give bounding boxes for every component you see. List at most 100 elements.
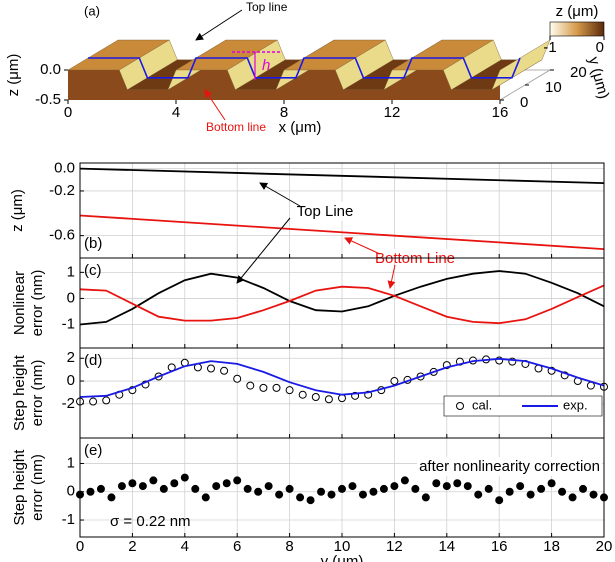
data-point — [208, 365, 215, 372]
colorbar-tick-label: -1 — [543, 39, 556, 56]
data-point — [339, 485, 346, 492]
data-point — [349, 483, 356, 490]
data-point — [108, 494, 115, 501]
colorbar-label: z (μm) — [556, 3, 599, 20]
x-tick-label: 4 — [181, 538, 189, 555]
x-tick-label: 8 — [285, 538, 293, 555]
y-axis-label: Nonlinear — [11, 271, 28, 335]
data-point — [223, 480, 230, 487]
x-tick-label: 16 — [492, 104, 509, 121]
z-tick-label: -0.5 — [35, 91, 61, 108]
colorbar — [550, 22, 604, 36]
y-tick-label: 10 — [545, 79, 562, 96]
data-point — [328, 491, 335, 498]
data-point — [129, 480, 136, 487]
data-point — [401, 477, 408, 484]
x-tick-label: 14 — [438, 538, 455, 555]
colorbar-tick-label: 0 — [596, 39, 604, 56]
z-tick-label: 0.0 — [40, 61, 61, 78]
data-point — [391, 483, 398, 490]
arrow — [260, 183, 300, 206]
y-tick-label: -2 — [62, 395, 75, 412]
y-tick-label: 0 — [67, 289, 75, 306]
y-tick-label: -0.2 — [49, 182, 75, 199]
legend-marker — [457, 403, 464, 410]
y-tick-label: 0 — [520, 94, 528, 111]
data-point — [475, 491, 482, 498]
x-axis-label: x (μm) — [279, 119, 322, 136]
data-point — [234, 477, 241, 484]
data-point — [260, 384, 267, 391]
x-tick-label: 0 — [76, 538, 84, 555]
data-point — [443, 483, 450, 490]
data-point — [255, 488, 262, 495]
data-point — [412, 485, 419, 492]
data-point — [380, 485, 387, 492]
data-point — [559, 488, 566, 495]
y-axis-label: y (μm) — [585, 55, 612, 101]
x-tick-label: 0 — [64, 104, 72, 121]
x-tick-label: 18 — [543, 538, 560, 555]
y-axis-label: error (nm) — [29, 360, 46, 427]
arrow — [196, 10, 242, 40]
legend-label: cal. — [472, 397, 492, 412]
data-point — [359, 491, 366, 498]
y-tick-label: 0 — [67, 483, 75, 500]
x-axis-label: y (μm) — [321, 553, 364, 562]
data-point — [590, 491, 597, 498]
x-tick-label: 6 — [233, 538, 241, 555]
data-point — [339, 395, 346, 402]
panel-label: (c) — [84, 262, 102, 279]
y-tick-label: -1 — [62, 511, 75, 528]
y-tick-label: 0 — [67, 372, 75, 389]
data-point — [87, 488, 94, 495]
data-point — [160, 485, 167, 492]
data-point — [150, 477, 157, 484]
data-point — [234, 375, 241, 382]
annotation: after nonlinearity correction — [419, 458, 600, 475]
data-point — [312, 393, 319, 400]
data-point — [538, 485, 545, 492]
data-point — [580, 485, 587, 492]
data-point — [265, 483, 272, 490]
y-axis-label: error (nm) — [29, 454, 46, 521]
data-point — [433, 480, 440, 487]
panel-label: (d) — [84, 352, 102, 369]
data-point — [391, 378, 398, 385]
annotation: Bottom line — [206, 120, 266, 134]
data-point — [506, 488, 513, 495]
data-point — [527, 491, 534, 498]
data-point — [171, 480, 178, 487]
data-point — [370, 488, 377, 495]
x-tick-label: 12 — [384, 104, 401, 121]
z-axis-label: z (μm) — [5, 54, 22, 97]
data-point — [273, 384, 280, 391]
data-point — [299, 391, 306, 398]
y-tick-label: -0.6 — [49, 227, 75, 244]
data-point — [569, 494, 576, 501]
annotation: σ = 0.22 nm — [110, 513, 191, 530]
data-point — [286, 387, 293, 394]
data-point — [454, 480, 461, 487]
panel-label: (b) — [84, 235, 102, 252]
x-tick-label: 12 — [386, 538, 403, 555]
figure: 0481216x (μm)0.0-0.5z (μm)01020y (μm)(a)… — [0, 0, 615, 562]
data-point — [318, 488, 325, 495]
x-tick-label: 16 — [491, 538, 508, 555]
x-tick-label: 2 — [128, 538, 136, 555]
data-point — [97, 485, 104, 492]
data-point — [118, 483, 125, 490]
data-point — [464, 483, 471, 490]
y-tick-label: -1 — [62, 315, 75, 332]
data-point — [103, 397, 110, 404]
data-point — [496, 497, 503, 504]
data-point — [286, 485, 293, 492]
data-point — [90, 398, 97, 405]
data-point — [307, 497, 314, 504]
y-tick-label: 20 — [570, 64, 587, 81]
x-tick-label: 4 — [172, 104, 180, 121]
data-point — [276, 491, 283, 498]
annotation: Top line — [246, 0, 288, 14]
y-axis-label: Step height — [11, 354, 28, 431]
data-point — [485, 485, 492, 492]
